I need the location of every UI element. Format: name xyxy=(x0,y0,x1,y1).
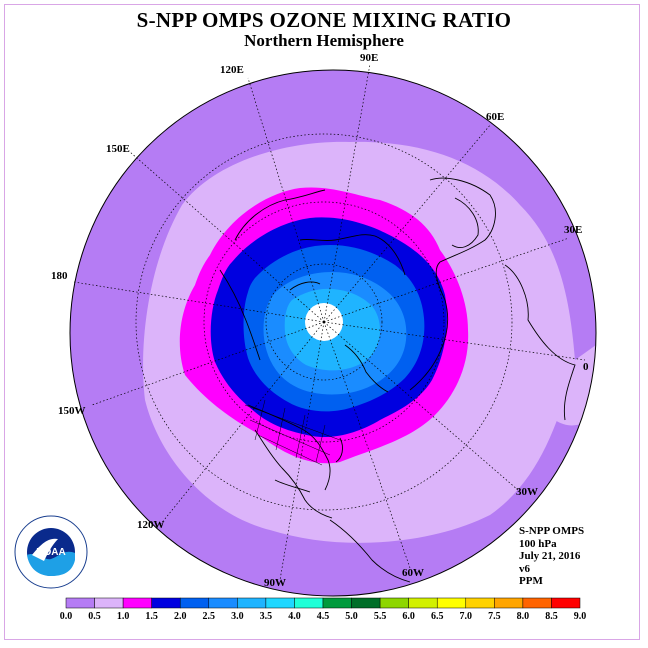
lon-label-180: 180 xyxy=(51,270,68,282)
info-line-version: v6 xyxy=(519,562,530,575)
lon-label-150w: 150W xyxy=(58,405,86,417)
colorbar-tick-label: 0.5 xyxy=(88,611,101,622)
lon-label-150e: 150E xyxy=(106,143,130,155)
colorbar-swatch xyxy=(208,597,238,609)
info-line-instrument: S-NPP OMPS xyxy=(519,525,585,537)
colorbar-tick-label: 3.5 xyxy=(260,611,273,622)
info-line-level: 100 hPa xyxy=(519,537,557,550)
colorbar-swatch xyxy=(494,597,524,609)
lon-label-90w: 90W xyxy=(264,577,286,589)
map-subtitle: Northern Hemisphere xyxy=(244,31,404,50)
colorbar-tick-label: 6.0 xyxy=(402,611,415,622)
lon-label-60e: 60E xyxy=(486,111,504,123)
info-block: S-NPP OMPS 100 hPa July 21, 2016 v6 PPM xyxy=(519,525,584,588)
colorbar-tick-label: 2.0 xyxy=(174,611,187,622)
colorbar-tick-label: 4.0 xyxy=(288,611,301,622)
colorbar-tick-label: 8.0 xyxy=(517,611,530,622)
info-line-units: PPM xyxy=(519,575,543,587)
colorbar-swatch xyxy=(436,597,467,609)
noaa-logo-text: NOAA xyxy=(36,547,65,558)
colorbar-tick-label: 1.5 xyxy=(145,611,158,622)
colorbar: 0.0 0.5 1.0 1.5 2.0 2.5 3.0 3.5 4.0 4.5 5.0 5.5 6.0 6… xyxy=(60,597,587,622)
colorbar-swatch xyxy=(151,597,181,609)
lon-label-60w: 60W xyxy=(402,567,424,579)
political-borders xyxy=(244,399,341,466)
colorbar-swatch xyxy=(322,597,352,609)
colorbar-tick-label: 7.5 xyxy=(488,611,501,622)
info-line-date: July 21, 2016 xyxy=(519,550,581,562)
colorbar-tick-label: 9.0 xyxy=(574,611,587,622)
colorbar-swatch xyxy=(551,597,581,609)
lon-label-30e: 30E xyxy=(564,224,582,236)
colorbar-swatch xyxy=(65,597,95,609)
colorbar-tick-label: 2.5 xyxy=(203,611,216,622)
colorbar-tick-label: 5.5 xyxy=(374,611,387,622)
colorbar-swatch xyxy=(294,597,324,609)
colorbar-tick-label: 4.5 xyxy=(317,611,330,622)
colorbar-tick-label: 0.0 xyxy=(60,611,73,622)
colorbar-swatch xyxy=(179,597,210,609)
map-boundary xyxy=(69,69,597,597)
colorbar-swatch xyxy=(122,597,152,609)
noaa-logo-icon: NOAA xyxy=(14,515,88,589)
figure-frame xyxy=(4,4,640,640)
colorbar-swatch xyxy=(265,597,295,609)
colorbar-swatch xyxy=(379,597,409,609)
colorbar-tick-label: 7.0 xyxy=(460,611,473,622)
colorbar-swatch xyxy=(522,597,552,609)
lon-label-120e: 120E xyxy=(220,64,244,76)
colorbar-swatch xyxy=(351,597,381,609)
colorbar-tick-label: 6.5 xyxy=(431,611,444,622)
lon-label-90e: 90E xyxy=(360,52,378,64)
graticule xyxy=(73,63,586,581)
map-title: S-NPP OMPS OZONE MIXING RATIO xyxy=(136,8,512,32)
colorbar-tick-label: 5.0 xyxy=(345,611,358,622)
colorbar-swatch xyxy=(408,597,438,609)
colorbar-tick-label: 1.0 xyxy=(117,611,130,622)
colorbar-swatch xyxy=(94,597,124,609)
colorbar-swatch xyxy=(237,597,267,609)
lon-label-30w: 30W xyxy=(516,486,538,498)
colorbar-tick-label: 8.5 xyxy=(545,611,558,622)
colorbar-tick-label: 3.0 xyxy=(231,611,244,622)
lon-label-120w: 120W xyxy=(137,519,165,531)
lon-label-0: 0 xyxy=(583,361,589,373)
colorbar-swatch xyxy=(465,597,495,609)
